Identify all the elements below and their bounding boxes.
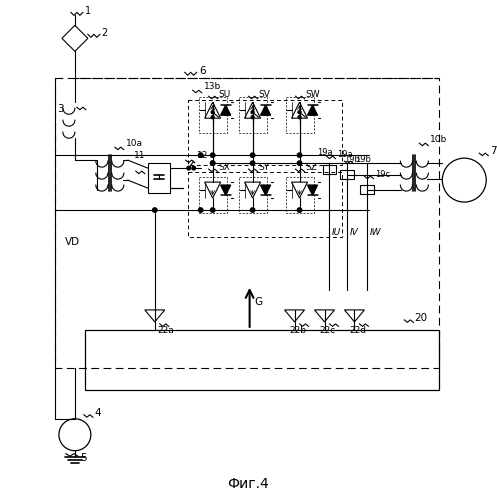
Circle shape — [210, 161, 215, 166]
Polygon shape — [221, 105, 231, 115]
Text: 20: 20 — [414, 313, 427, 323]
Text: 7: 7 — [490, 146, 497, 156]
Text: 13b: 13b — [204, 82, 221, 91]
Text: SW: SW — [306, 90, 320, 99]
Circle shape — [198, 153, 203, 158]
Circle shape — [251, 110, 254, 114]
Polygon shape — [260, 105, 270, 115]
Polygon shape — [260, 185, 270, 195]
Polygon shape — [308, 185, 318, 195]
Text: G: G — [254, 297, 263, 307]
Circle shape — [297, 161, 302, 166]
Bar — [340, 170, 354, 179]
Circle shape — [297, 153, 302, 158]
Text: 12: 12 — [197, 151, 208, 160]
Circle shape — [210, 153, 215, 158]
Text: 2: 2 — [101, 28, 107, 38]
Text: 6: 6 — [200, 66, 206, 76]
Circle shape — [210, 208, 215, 212]
Text: 19a: 19a — [337, 150, 353, 159]
Circle shape — [250, 161, 255, 166]
Bar — [55, 78, 439, 368]
Text: 10a: 10a — [126, 139, 143, 148]
Circle shape — [210, 161, 215, 166]
Bar — [239, 177, 266, 213]
Circle shape — [153, 208, 157, 212]
Text: 22a: 22a — [158, 326, 174, 335]
Text: SZ: SZ — [306, 163, 318, 172]
Text: 22d: 22d — [349, 326, 366, 335]
Text: IV: IV — [349, 228, 358, 237]
Text: Фиг.4: Фиг.4 — [227, 476, 268, 490]
Circle shape — [192, 166, 195, 170]
Circle shape — [198, 208, 203, 212]
Bar — [286, 177, 314, 213]
Bar — [286, 97, 314, 133]
Text: VD: VD — [65, 237, 80, 247]
Circle shape — [187, 166, 190, 170]
Bar — [148, 163, 170, 193]
Text: SV: SV — [258, 90, 270, 99]
Text: 5: 5 — [80, 452, 86, 462]
Text: SU: SU — [219, 90, 231, 99]
Text: 22b: 22b — [290, 326, 307, 335]
Polygon shape — [308, 105, 318, 115]
Bar — [239, 97, 266, 133]
Text: 11: 11 — [134, 151, 145, 160]
Text: SX: SX — [219, 163, 231, 172]
Circle shape — [250, 153, 255, 158]
Polygon shape — [221, 185, 231, 195]
Circle shape — [211, 110, 214, 114]
Text: 19c: 19c — [375, 170, 391, 179]
Text: IW: IW — [369, 228, 381, 237]
Text: 3: 3 — [57, 104, 64, 114]
Circle shape — [211, 116, 214, 118]
Bar — [199, 97, 227, 133]
Text: 22c: 22c — [320, 326, 336, 335]
Circle shape — [250, 208, 255, 212]
Circle shape — [298, 116, 301, 118]
Circle shape — [297, 208, 302, 212]
Text: 4: 4 — [95, 408, 101, 418]
Text: 19a: 19a — [318, 148, 333, 157]
Text: 19b: 19b — [355, 155, 371, 164]
Text: IU: IU — [331, 228, 341, 237]
Circle shape — [251, 116, 254, 118]
Text: 19b: 19b — [344, 155, 360, 164]
Bar — [188, 100, 342, 165]
Circle shape — [298, 110, 301, 114]
Text: SY: SY — [258, 163, 270, 172]
Bar — [85, 330, 439, 390]
Text: 10b: 10b — [430, 135, 448, 144]
Bar — [188, 172, 342, 237]
Text: 1: 1 — [85, 6, 91, 16]
Bar — [199, 177, 227, 213]
Bar — [323, 165, 336, 174]
Bar — [360, 185, 374, 194]
